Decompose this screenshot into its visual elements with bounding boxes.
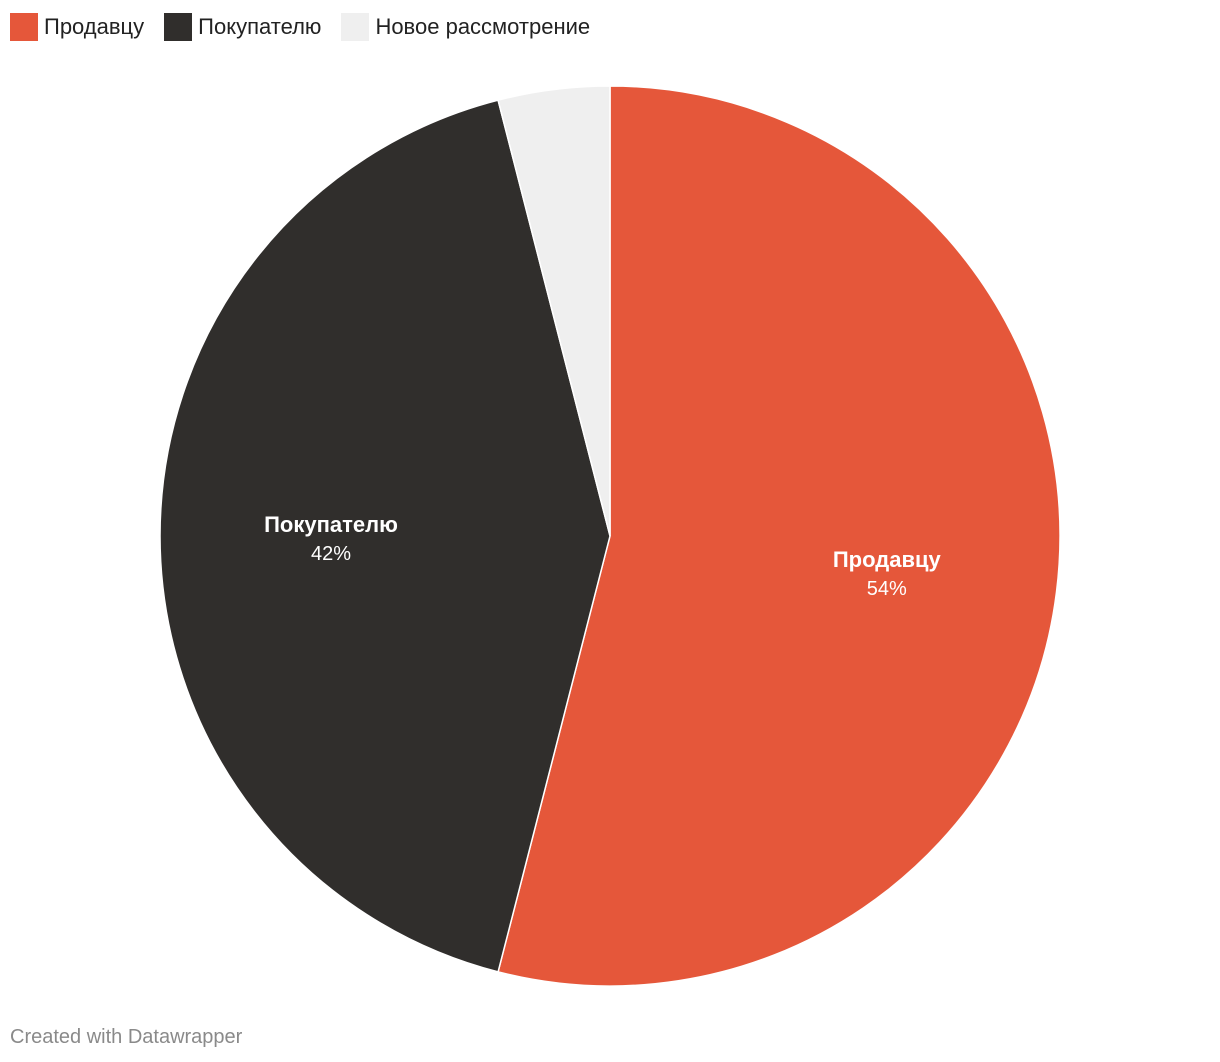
legend-item-buyer: Покупателю: [164, 13, 321, 41]
pie-slice-seller: [497, 85, 1061, 987]
legend: Продавцу Покупателю Новое рассмотрение: [10, 13, 590, 41]
legend-label-buyer: Покупателю: [198, 14, 322, 39]
legend-swatch-seller: [10, 13, 38, 41]
legend-swatch-buyer: [164, 13, 193, 41]
pie-label-value-buyer: 42%: [311, 543, 351, 565]
legend-item-reconsideration: Новое рассмотрение: [341, 13, 590, 41]
pie-label-seller: Продавцу 54%: [833, 547, 942, 600]
pie-label-value-seller: 54%: [867, 578, 907, 600]
legend-item-seller: Продавцу: [10, 13, 144, 41]
pie-slice-buyer: [159, 99, 611, 973]
pie-label-buyer: Покупателю 42%: [264, 512, 398, 565]
pie-label-name-seller: Продавцу: [833, 547, 942, 572]
legend-label-reconsideration: Новое рассмотрение: [375, 14, 591, 39]
pie-label-name-buyer: Покупателю: [264, 512, 398, 537]
pie-slice-reconsideration: [497, 85, 611, 537]
datawrapper-credit: Created with Datawrapper: [10, 1026, 243, 1048]
legend-label-seller: Продавцу: [44, 14, 145, 39]
legend-swatch-reconsideration: [341, 13, 370, 41]
